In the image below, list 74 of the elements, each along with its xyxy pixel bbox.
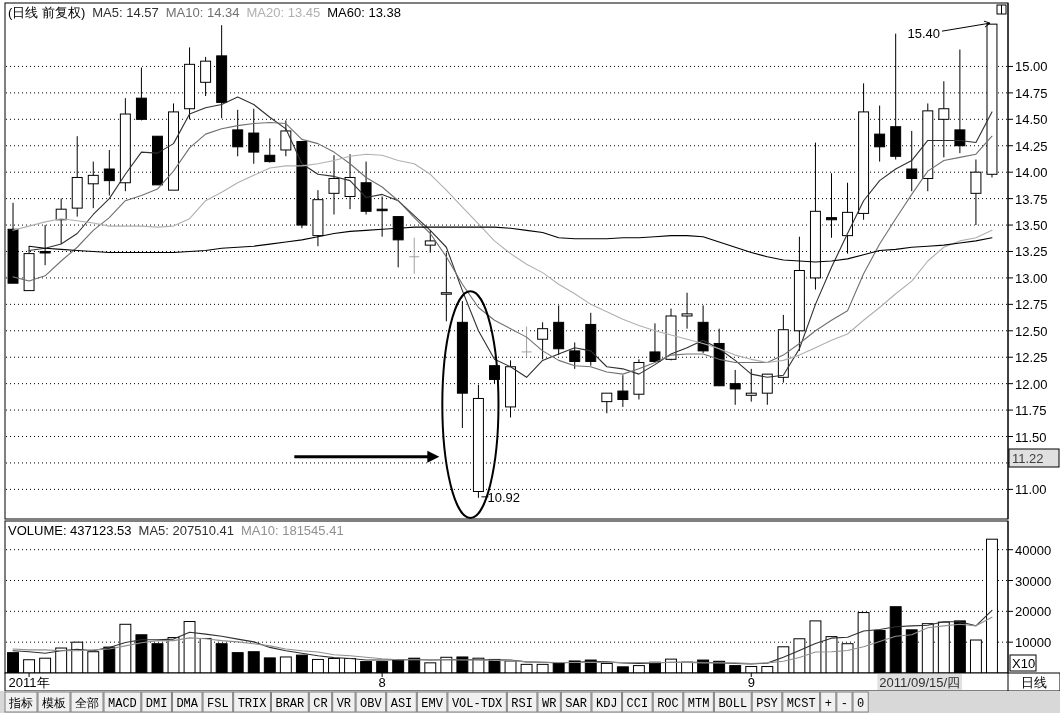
text: 2011/09/15/四 <box>879 675 961 690</box>
x-tick-label: 9 <box>747 675 755 690</box>
candlestick <box>617 374 629 408</box>
annotation: 15.40 <box>907 26 940 42</box>
text: ASI <box>390 697 413 711</box>
y-tick-label: 13.25 <box>1015 244 1048 260</box>
text: RSI <box>511 697 533 711</box>
text: 指标 <box>8 697 33 711</box>
y-tick-label: 30000 <box>1015 573 1052 589</box>
text: MACD <box>108 697 137 711</box>
y-tick-label: 13.75 <box>1015 191 1048 207</box>
candlestick <box>569 341 581 370</box>
line-series <box>12 153 993 364</box>
text: FSL <box>207 697 229 711</box>
y-tick-label: 13.00 <box>1015 270 1048 286</box>
y-tick-label: 12.75 <box>1015 297 1048 313</box>
text: OBV <box>360 697 383 711</box>
x-tick-label: 8 <box>378 675 386 690</box>
y-tick-label: 13.50 <box>1015 218 1048 234</box>
candlestick <box>521 326 533 358</box>
text: MA60: 13.38 <box>327 5 401 20</box>
text: PSY <box>756 697 778 711</box>
text: 11.22 <box>1012 451 1044 466</box>
y-tick-label: 12.25 <box>1015 350 1048 366</box>
text: TRIX <box>237 697 267 711</box>
text: 全部 <box>75 696 99 711</box>
text: EMV <box>421 697 444 711</box>
text: 0 <box>857 697 865 711</box>
text: VOLUME: 437123.53 <box>8 523 132 538</box>
candlestick <box>424 229 436 254</box>
text: MA5: 207510.41 <box>138 523 234 538</box>
candlestick <box>328 154 340 215</box>
text: CR <box>313 697 328 711</box>
candlestick <box>601 392 613 414</box>
chart-title: (日线 前复权) <box>8 5 86 20</box>
text: + <box>824 697 832 711</box>
text: BRAR <box>275 697 305 711</box>
text: MA10: 181545.41 <box>240 523 344 538</box>
text: MA5: 14.57 <box>92 5 159 20</box>
text: VOL-TDX <box>451 697 503 711</box>
text: ROC <box>657 697 679 711</box>
y-tick-label: 20000 <box>1015 604 1052 620</box>
text: KDJ <box>595 697 618 711</box>
text: 日线 <box>1021 675 1047 690</box>
text: DMA <box>176 697 199 711</box>
text: CCI <box>626 697 649 711</box>
text: WR <box>541 697 557 711</box>
text: X10 <box>1012 656 1036 671</box>
text: MA20: 13.45 <box>246 5 321 20</box>
y-tick-label: 40000 <box>1015 542 1052 558</box>
y-tick-label: 11.50 <box>1015 429 1047 445</box>
text: DMI <box>145 697 168 711</box>
y-tick-label: 12.00 <box>1015 376 1048 392</box>
y-tick-label: 15.00 <box>1015 59 1048 75</box>
text: MCST <box>786 697 816 711</box>
annotation: 10.92 <box>487 489 520 505</box>
y-tick-label: 14.25 <box>1015 138 1048 154</box>
text: BOLL <box>718 697 748 711</box>
text: - <box>840 697 849 711</box>
text: MA10: 14.34 <box>165 5 240 20</box>
text: SAR <box>565 697 587 711</box>
y-tick-label: 14.50 <box>1015 112 1048 128</box>
y-tick-label: 10000 <box>1015 635 1052 651</box>
y-tick-label: 14.00 <box>1015 165 1048 181</box>
y-tick-label: 11.00 <box>1015 482 1047 498</box>
y-tick-label: 12.50 <box>1015 323 1048 339</box>
text: MTM <box>687 697 710 711</box>
candlestick <box>408 237 420 275</box>
x-tick-label: 2011年 <box>8 675 50 690</box>
y-tick-label: 14.75 <box>1015 85 1048 101</box>
text: 模板 <box>42 697 66 711</box>
candlestick <box>537 321 549 360</box>
y-tick-label: 11.75 <box>1015 403 1047 419</box>
text: VR <box>336 697 352 711</box>
